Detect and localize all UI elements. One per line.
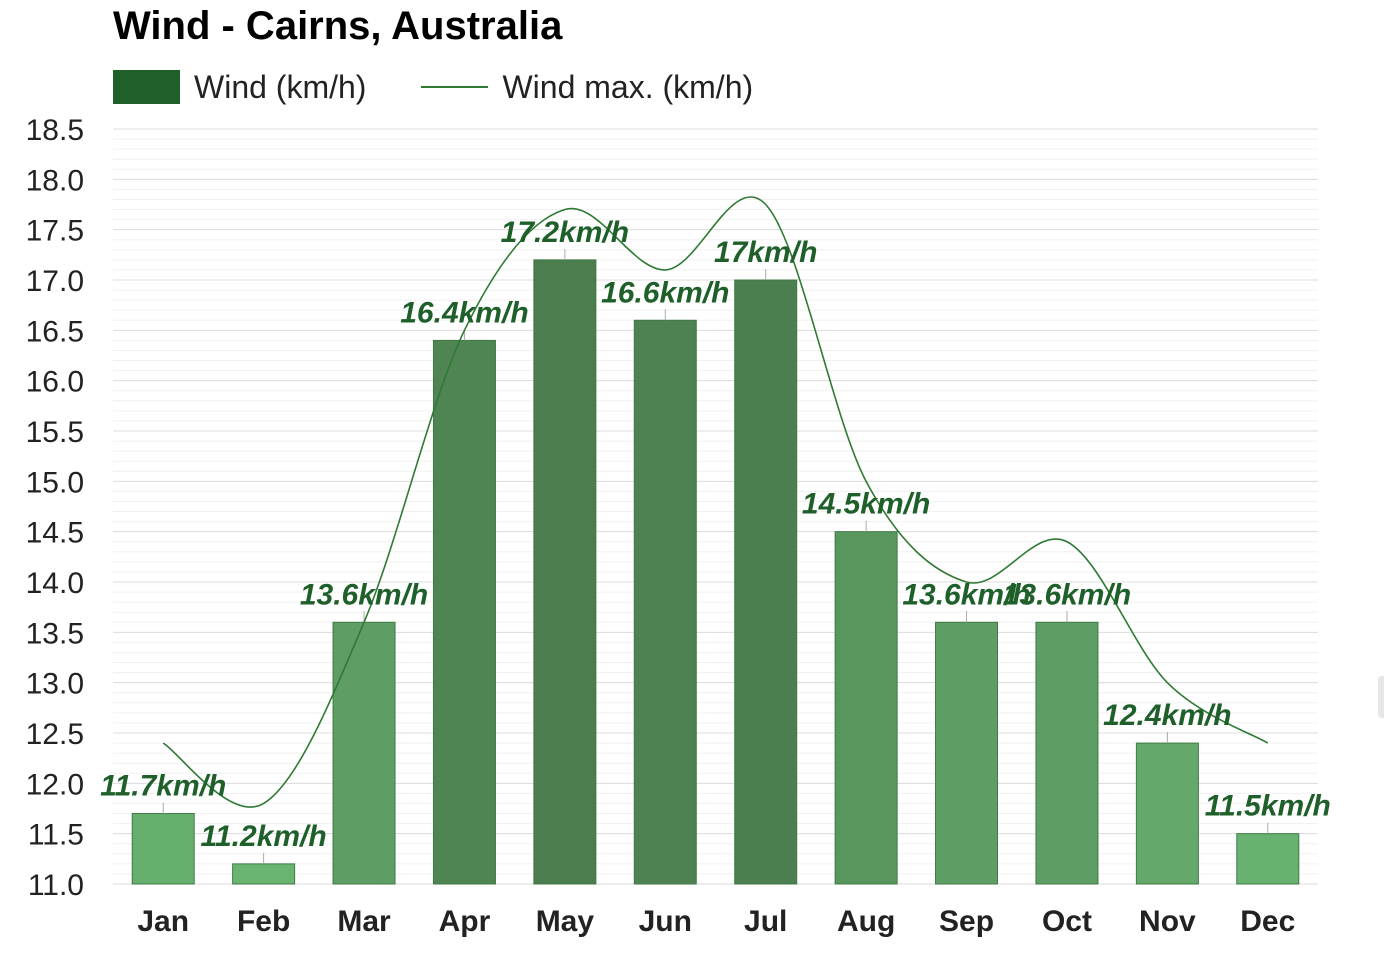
legend-line-swatch [421,86,489,88]
bar-jan [131,813,195,885]
data-label-dec: 11.5km/h [1205,790,1331,823]
y-tick-label: 17.5 [26,215,84,248]
x-axis: Jan Feb Mar Apr May Jun Jul Aug Sep Oct Nov Dec [137,905,1295,938]
y-tick-label: 12.5 [26,718,84,751]
scrollbar-handle[interactable] [1378,676,1384,718]
y-tick-label: 12.0 [26,768,84,801]
legend-bar-swatch [113,70,180,104]
max-line [162,196,1269,808]
y-tick-label: 14.0 [26,567,84,600]
x-tick-label-aug: Aug [837,905,895,938]
wind-max-line [162,196,1269,808]
bar-jul [734,279,798,885]
x-tick-label-feb: Feb [237,905,290,938]
x-tick-label-apr: Apr [439,905,491,938]
data-label-mar: 13.6km/h [300,578,428,611]
bar-aug [834,531,898,885]
x-tick-label-may: May [536,905,595,938]
y-tick-label: 13.5 [26,617,84,650]
data-label-may: 17.2km/h [501,216,629,249]
bar-apr [432,339,496,885]
bar-may [533,259,597,885]
x-tick-label-jun: Jun [639,905,692,938]
data-label-nov: 12.4km/h [1103,699,1231,732]
y-tick-label: 15.5 [26,416,84,449]
bar-dec [1236,833,1300,885]
y-tick-label: 11.0 [28,869,84,902]
bar-mar [332,621,396,885]
y-tick-label: 11.5 [28,819,84,852]
y-tick-label: 18.0 [26,164,84,197]
bar-sep [935,621,999,885]
data-label-oct: 13.6km/h [1003,578,1131,611]
bar-jun [633,319,697,885]
x-tick-label-sep: Sep [939,905,994,938]
legend-label-wind: Wind (km/h) [194,68,367,105]
bars [131,248,1300,885]
data-labels: 11.7km/h 11.2km/h 13.6km/h 16.4km/h 17.2km/h… [100,216,1331,853]
y-tick-label: 16.0 [26,366,84,399]
data-label-jul: 17km/h [714,236,817,269]
x-tick-label-dec: Dec [1240,905,1295,938]
y-tick-label: 14.5 [26,517,84,550]
x-tick-label-mar: Mar [337,905,391,938]
x-tick-label-nov: Nov [1139,905,1196,938]
bar-oct [1035,621,1099,885]
x-tick-label-jul: Jul [744,905,787,938]
bar-nov [1135,742,1199,885]
y-tick-label: 15.0 [26,466,84,499]
data-label-sep: 13.6km/h [902,578,1030,611]
x-tick-label-oct: Oct [1042,905,1092,938]
grid-lines [113,128,1318,885]
y-tick-label: 13.0 [26,668,84,701]
y-tick-label: 18.5 [26,114,84,147]
data-label-feb: 11.2km/h [201,820,327,853]
legend-label-wind-max: Wind max. (km/h) [502,68,754,105]
data-label-aug: 14.5km/h [802,488,930,521]
legend: Wind (km/h) Wind max. (km/h) [113,66,753,108]
bar-feb [232,863,296,885]
data-label-jan: 11.7km/h [100,770,226,803]
y-axis: 11.0 11.5 12.0 12.5 13.0 13.5 14.0 14.5 15.0 15.5… [26,114,84,902]
chart-title: Wind - Cairns, Australia [113,4,563,48]
x-tick-label-jan: Jan [137,905,189,938]
y-tick-label: 17.0 [26,265,84,298]
y-tick-label: 16.5 [26,315,84,348]
data-label-jun: 16.6km/h [601,276,729,309]
data-label-apr: 16.4km/h [400,296,528,329]
